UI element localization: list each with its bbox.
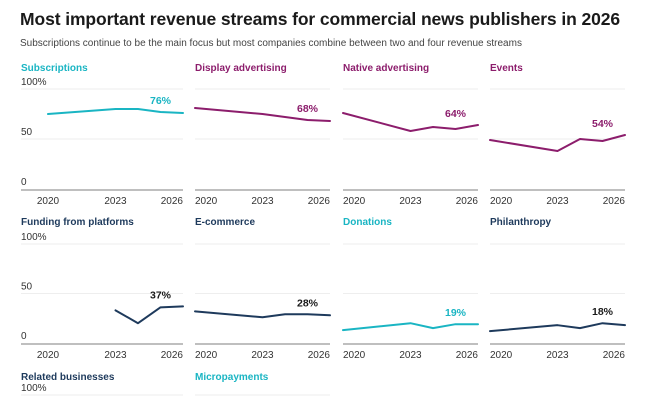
x-tick-label: 2026 (161, 196, 184, 207)
series-line-donations (342, 322, 479, 332)
x-tick-label: 2026 (308, 196, 331, 207)
x-tick-label: 2026 (603, 196, 626, 207)
panel-title-subscriptions: Subscriptions (21, 63, 88, 74)
value-label-native-advertising: 64% (445, 108, 467, 120)
x-tick-label: 2020 (195, 350, 218, 361)
panel-title-display-advertising: Display advertising (195, 63, 287, 74)
x-tick-label: 2020 (343, 196, 366, 207)
chart-subtitle: Subscriptions continue to be the main fo… (20, 38, 522, 49)
x-tick-label: 2023 (104, 196, 127, 207)
panel-title-funding-from-platforms: Funding from platforms (21, 217, 134, 228)
value-label-funding-from-platforms: 37% (150, 289, 172, 301)
x-tick-label: 2026 (308, 350, 331, 361)
y-tick-label: 0 (21, 177, 27, 188)
y-tick-label: 50 (21, 282, 33, 293)
series-line-subscriptions (47, 108, 184, 115)
x-tick-label: 2023 (104, 350, 127, 361)
y-tick-label: 0 (21, 331, 27, 342)
x-tick-label: 2023 (251, 196, 274, 207)
panel-title-e-commerce: E-commerce (195, 217, 255, 228)
value-label-events: 54% (592, 118, 614, 130)
series-line-funding-from-platforms (114, 305, 184, 325)
x-tick-label: 2020 (195, 196, 218, 207)
x-tick-label: 2020 (490, 196, 513, 207)
x-tick-label: 2023 (251, 350, 274, 361)
x-tick-label: 2023 (546, 196, 569, 207)
y-tick-label: 100% (21, 383, 47, 394)
y-tick-label: 50 (21, 127, 33, 138)
value-label-donations: 19% (445, 307, 467, 319)
panel-title-events: Events (490, 63, 523, 74)
x-tick-label: 2020 (490, 350, 513, 361)
series-line-e-commerce (194, 310, 331, 319)
panel-title-related-businesses: Related businesses (21, 372, 115, 383)
series-line-events (489, 134, 626, 152)
chart-title: Most important revenue streams for comme… (20, 9, 620, 29)
x-tick-label: 2020 (37, 350, 60, 361)
x-tick-label: 2026 (603, 350, 626, 361)
y-tick-label: 100% (21, 77, 47, 88)
panel-title-donations: Donations (343, 217, 392, 228)
value-label-e-commerce: 28% (297, 297, 319, 309)
x-tick-label: 2020 (343, 350, 366, 361)
value-label-subscriptions: 76% (150, 95, 172, 107)
value-label-display-advertising: 68% (297, 103, 319, 115)
panel-title-micropayments: Micropayments (195, 372, 269, 383)
x-tick-label: 2026 (456, 196, 479, 207)
value-label-philanthropy: 18% (592, 306, 614, 318)
x-tick-label: 2023 (399, 196, 422, 207)
y-tick-label: 100% (21, 232, 47, 243)
panel-title-native-advertising: Native advertising (343, 63, 429, 74)
x-tick-label: 2020 (37, 196, 60, 207)
x-tick-label: 2026 (456, 350, 479, 361)
x-tick-label: 2023 (546, 350, 569, 361)
series-line-philanthropy (489, 322, 626, 333)
x-tick-label: 2023 (399, 350, 422, 361)
panel-title-philanthropy: Philanthropy (490, 217, 552, 228)
x-tick-label: 2026 (161, 350, 184, 361)
